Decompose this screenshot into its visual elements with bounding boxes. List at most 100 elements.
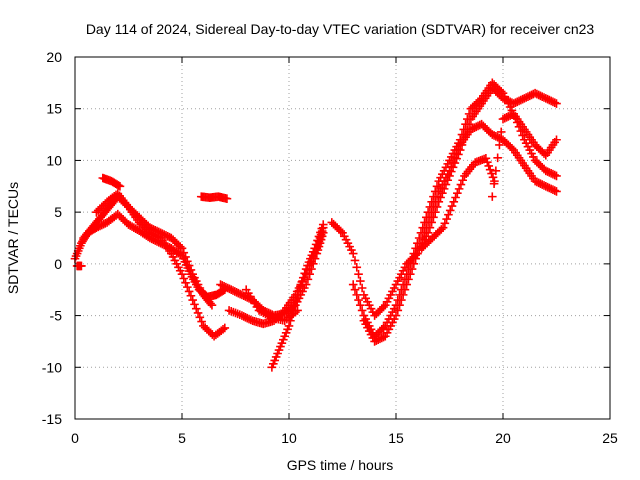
data-points — [70, 78, 561, 372]
data-point — [313, 236, 322, 245]
data-point — [395, 300, 404, 310]
x-tick-label: 25 — [602, 430, 618, 446]
series-track-3 — [92, 189, 230, 341]
data-point — [552, 99, 561, 108]
data-point — [186, 265, 196, 275]
data-point — [280, 331, 290, 341]
data-point — [552, 187, 561, 196]
data-point — [350, 285, 360, 295]
data-point — [552, 171, 561, 181]
data-point — [445, 166, 454, 176]
data-point — [404, 275, 413, 284]
chart-title: Day 114 of 2024, Sidereal Day-to-day VTE… — [86, 21, 595, 37]
y-tick-label: 5 — [54, 204, 62, 220]
data-point — [348, 280, 358, 289]
data-point — [311, 240, 321, 249]
data-point — [405, 269, 415, 279]
data-point — [483, 157, 492, 167]
data-point — [301, 264, 311, 274]
data-point — [420, 228, 429, 238]
data-point — [393, 306, 403, 315]
data-point — [461, 119, 470, 129]
data-point — [197, 317, 206, 326]
data-point — [273, 349, 282, 358]
data-point — [398, 290, 408, 300]
data-point — [453, 188, 462, 198]
data-point — [283, 325, 292, 334]
data-point — [352, 263, 362, 272]
data-point — [181, 278, 190, 288]
y-tick-label: -5 — [50, 308, 63, 324]
data-point — [177, 244, 187, 253]
data-point — [281, 328, 291, 338]
data-point — [276, 342, 285, 351]
data-point — [445, 206, 455, 215]
data-point — [274, 345, 284, 355]
data-point — [391, 311, 401, 320]
data-point — [423, 218, 433, 227]
data-point — [278, 335, 288, 345]
data-point — [464, 109, 474, 119]
y-tick-label: 15 — [46, 101, 62, 117]
data-point — [450, 153, 460, 163]
data-point — [451, 193, 460, 202]
data-point — [184, 287, 194, 296]
data-point — [463, 114, 472, 124]
y-axis-label: SDTVAR / TECUs — [5, 182, 21, 294]
data-point — [432, 192, 442, 201]
x-tick-label: 5 — [178, 430, 186, 446]
data-point — [442, 214, 451, 224]
data-point — [186, 291, 196, 301]
data-point — [484, 161, 494, 171]
y-tick-label: 10 — [46, 152, 62, 168]
data-point — [310, 244, 319, 253]
data-point — [308, 247, 318, 257]
plot-frame — [74, 56, 611, 420]
data-point — [190, 300, 199, 309]
data-point — [354, 295, 363, 305]
data-point — [429, 202, 438, 212]
data-point — [293, 290, 302, 300]
data-point — [115, 181, 125, 191]
data-point — [307, 250, 317, 260]
data-point — [222, 194, 232, 203]
data-point — [297, 277, 307, 287]
data-point — [493, 153, 502, 163]
data-point — [354, 269, 363, 279]
data-point — [491, 166, 501, 176]
data-point — [430, 197, 440, 207]
data-point — [356, 276, 365, 286]
data-point — [411, 254, 420, 263]
series-track-15 — [488, 109, 561, 201]
y-tick-label: -15 — [42, 411, 62, 427]
data-point — [270, 356, 280, 365]
data-point — [177, 269, 187, 279]
data-point — [300, 269, 309, 278]
data-point — [456, 180, 466, 189]
series-track-12 — [348, 78, 561, 341]
data-point — [356, 300, 365, 310]
x-tick-label: 10 — [281, 430, 297, 446]
data-point — [352, 290, 362, 300]
data-point — [306, 254, 315, 263]
data-point — [290, 300, 300, 310]
data-point — [446, 162, 456, 171]
data-point — [207, 300, 217, 310]
data-point — [193, 308, 203, 318]
y-tick-label: 0 — [54, 256, 62, 272]
data-point — [488, 192, 497, 201]
data-point — [402, 280, 411, 289]
series-track-6 — [196, 192, 232, 203]
data-point — [269, 359, 278, 369]
data-point — [409, 259, 419, 269]
data-point — [348, 249, 358, 258]
series-track-4 — [98, 173, 125, 191]
data-point — [454, 144, 463, 154]
y-tick-label: 20 — [46, 49, 62, 65]
data-point — [277, 338, 287, 348]
data-point — [496, 127, 506, 137]
data-point — [485, 165, 495, 175]
data-point — [304, 257, 314, 267]
series-track-5 — [72, 261, 86, 271]
data-point — [444, 210, 453, 220]
